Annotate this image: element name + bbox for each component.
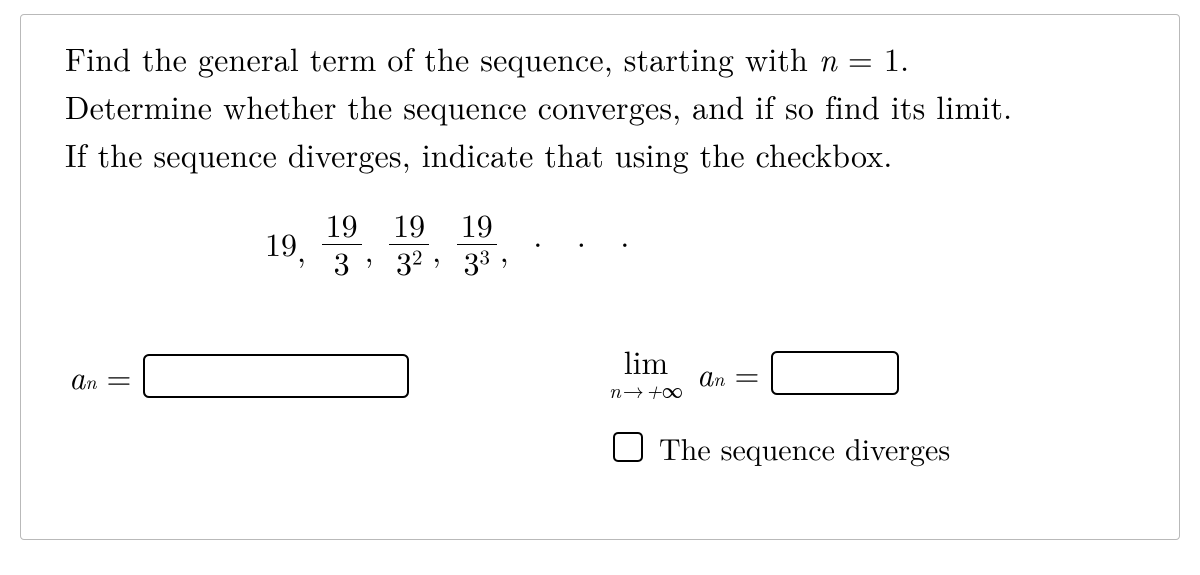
separator: , <box>500 234 511 266</box>
sequence-term-0: 19 <box>265 228 297 260</box>
text: Find the general term of the sequence, s… <box>65 36 819 81</box>
equals-sign: = <box>97 354 144 399</box>
separator: , <box>432 234 443 266</box>
diverges-label: The sequence diverges <box>659 426 950 469</box>
separator: , <box>297 234 308 266</box>
lim-subscript: n→+∞ <box>609 380 683 401</box>
diverges-checkbox[interactable] <box>613 432 643 462</box>
equals-sign: = <box>724 351 771 396</box>
variable-n: n <box>819 36 837 81</box>
denominator: 32 <box>389 245 429 282</box>
sequence-display: 19, 19 3 , 19 32 , 19 33 , · · · <box>65 207 1139 282</box>
ellipsis: · · · <box>521 228 641 260</box>
sequence-term-2: 19 32 <box>389 207 429 282</box>
separator: , <box>365 234 376 266</box>
answer-row: an = lim n→+∞ an = The seque <box>65 354 1139 414</box>
variable-a: a <box>697 351 713 396</box>
limit-field[interactable] <box>773 358 897 398</box>
sequence-term-1: 19 3 <box>322 207 362 282</box>
text: = <box>837 36 884 81</box>
problem-card: Find the general term of the sequence, s… <box>20 14 1180 540</box>
variable-a: a <box>69 354 85 399</box>
sequence-term-3: 19 33 <box>457 207 497 282</box>
text: . <box>900 36 909 81</box>
diverges-group: The sequence diverges <box>613 426 950 469</box>
problem-line2: Determine whether the sequence converges… <box>65 84 1012 129</box>
an-label: an <box>697 351 725 396</box>
denominator: 3 <box>322 245 362 282</box>
limit-operator: lim n→+∞ <box>609 346 683 401</box>
general-term-field[interactable] <box>145 361 407 401</box>
an-label: an <box>69 354 97 399</box>
general-term-group: an = <box>69 354 409 399</box>
general-term-input[interactable] <box>143 354 409 398</box>
problem-line3: If the sequence diverges, indicate that … <box>65 132 892 177</box>
limit-group: lim n→+∞ an = <box>609 346 899 401</box>
lim-word: lim <box>624 346 668 378</box>
problem-statement: Find the general term of the sequence, s… <box>65 35 1139 179</box>
problem-line1: Find the general term of the sequence, s… <box>65 36 909 81</box>
text: 1 <box>884 36 900 81</box>
denominator: 33 <box>457 245 497 282</box>
limit-input[interactable] <box>771 351 899 395</box>
